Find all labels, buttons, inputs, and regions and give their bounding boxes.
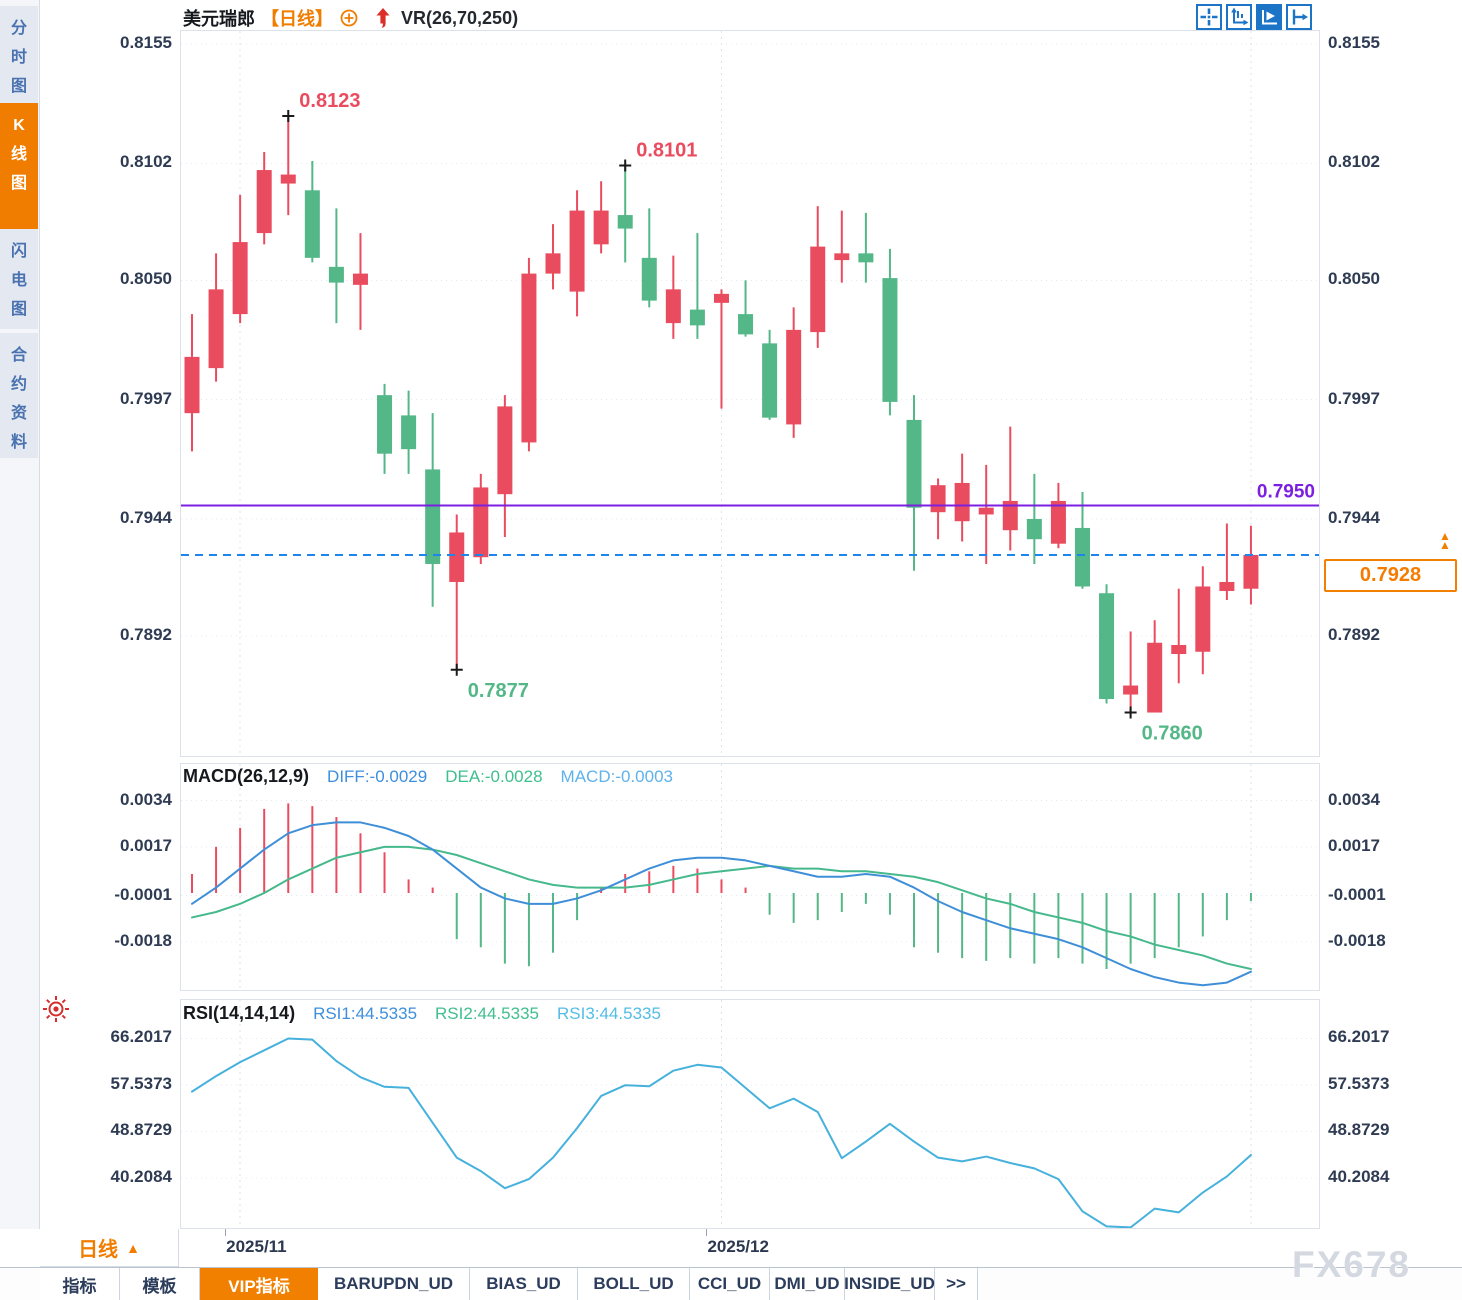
price-up-arrows-icon: ▲ ▲ bbox=[1439, 529, 1451, 552]
y-axis-tick: 48.8729 bbox=[1328, 1120, 1390, 1140]
pan-right-icon[interactable] bbox=[1286, 4, 1312, 30]
sidebar-item-1[interactable]: 分时图 bbox=[0, 6, 38, 103]
y-axis-tick: 0.0017 bbox=[120, 835, 172, 855]
high-price-label: 0.8123 bbox=[299, 90, 360, 112]
alert-sun-icon[interactable] bbox=[40, 993, 72, 1030]
y-axis-tick: 0.7944 bbox=[1328, 507, 1380, 527]
rsi-chart-panel[interactable] bbox=[180, 999, 1320, 1229]
high-price-label: 0.8101 bbox=[636, 140, 697, 162]
tab-cci_ud[interactable]: CCI_UD bbox=[690, 1268, 770, 1300]
tab-boll_ud[interactable]: BOLL_UD bbox=[578, 1268, 690, 1300]
rsi3-readout: RSI3:44.5335 bbox=[557, 1004, 661, 1023]
last-price-box: 0.7928 bbox=[1324, 559, 1457, 592]
sidebar-item-3[interactable]: 闪电图 bbox=[0, 229, 38, 329]
rsi2-readout: RSI2:44.5335 bbox=[435, 1004, 539, 1023]
sidebar-item-4[interactable]: 合约资料 bbox=[0, 333, 38, 458]
indicator-label: VR(26,70,250) bbox=[401, 7, 519, 28]
y-axis-tick: 0.0034 bbox=[120, 789, 172, 809]
y-axis-tick: 0.8050 bbox=[120, 269, 172, 289]
chart-toolbar bbox=[1196, 4, 1312, 30]
x-axis-label: 2025/11 bbox=[226, 1237, 287, 1256]
y-axis-tick: 0.8102 bbox=[1328, 152, 1380, 172]
macd-title-row: MACD(26,12,9) DIFF:-0.0029 DEA:-0.0028 M… bbox=[183, 766, 673, 787]
y-axis-tick: -0.0001 bbox=[1328, 884, 1386, 904]
macd-macd-readout: MACD:-0.0003 bbox=[560, 767, 673, 786]
period-arrow-icon: ▲ bbox=[126, 1239, 140, 1256]
y-axis-tick: 0.7944 bbox=[120, 507, 172, 527]
tab-vip指标[interactable]: VIP指标 bbox=[200, 1268, 318, 1300]
svg-text:0.7950: 0.7950 bbox=[1257, 481, 1315, 502]
y-axis-tick: 0.8155 bbox=[120, 33, 172, 52]
symbol-title: 美元瑞郎 bbox=[183, 9, 255, 29]
circle-plus-icon[interactable] bbox=[339, 8, 359, 28]
macd-title: MACD(26,12,9) bbox=[183, 766, 310, 786]
fit-scale-icon[interactable] bbox=[1226, 4, 1252, 30]
macd-dea-readout: DEA:-0.0028 bbox=[445, 767, 543, 786]
crosshair-icon[interactable] bbox=[1196, 4, 1222, 30]
chart-header: 美元瑞郎 【日线】 VR(26,70,250) bbox=[183, 4, 518, 32]
y-axis-tick: 0.7997 bbox=[120, 388, 172, 408]
y-axis-tick: 48.8729 bbox=[110, 1120, 172, 1140]
period-tag: 【日线】 bbox=[261, 9, 333, 29]
y-axis-tick: 40.2084 bbox=[110, 1167, 172, 1186]
x-axis-tick bbox=[706, 1229, 708, 1236]
y-axis-tick: -0.0018 bbox=[1328, 930, 1386, 950]
y-axis-tick: 66.2017 bbox=[1328, 1027, 1390, 1047]
y-axis-tick: 0.8102 bbox=[120, 152, 172, 172]
y-axis-tick: 57.5373 bbox=[1328, 1073, 1390, 1093]
rsi1-readout: RSI1:44.5335 bbox=[313, 1004, 418, 1023]
watermark: FX678 bbox=[1292, 1244, 1412, 1285]
low-price-label: 0.7860 bbox=[1142, 723, 1203, 745]
indicator-tabbar: 指标 模板 VIP指标 BARUPDN_UD BIAS_UD BOLL_UD CCI_UD D… bbox=[0, 1267, 1462, 1300]
y-axis-tick: 0.8155 bbox=[1328, 33, 1380, 52]
rsi-canvas[interactable] bbox=[181, 1000, 1319, 1228]
tab-inside_ud[interactable]: INSIDE_UD bbox=[844, 1268, 935, 1300]
low-price-label: 0.7877 bbox=[468, 680, 529, 702]
period-selector-button[interactable]: 日线 ▲ bbox=[40, 1229, 179, 1267]
y-axis-tick: 0.7892 bbox=[1328, 624, 1380, 644]
y-axis-tick: 57.5373 bbox=[110, 1073, 172, 1093]
tab-模板[interactable]: 模板 bbox=[120, 1268, 200, 1300]
y-axis-tick: 0.0034 bbox=[1328, 789, 1380, 809]
tab->>[interactable]: >> bbox=[935, 1268, 978, 1300]
tab-指标[interactable]: 指标 bbox=[40, 1268, 120, 1300]
y-axis-tick: 66.2017 bbox=[110, 1027, 172, 1047]
x-axis-label: 2025/12 bbox=[707, 1237, 769, 1256]
y-axis-tick: 0.8050 bbox=[1328, 269, 1380, 289]
time-axis: 日线 ▲ 2025/11 2025/12 bbox=[0, 1229, 1462, 1267]
y-axis-tick: 0.7997 bbox=[1328, 388, 1380, 408]
macd-chart-panel[interactable] bbox=[180, 763, 1320, 991]
rsi-title: RSI(14,14,14) bbox=[183, 1003, 296, 1023]
macd-canvas[interactable] bbox=[181, 764, 1319, 990]
y-axis-tick: 0.0017 bbox=[1328, 835, 1380, 855]
macd-diff-readout: DIFF:-0.0029 bbox=[327, 767, 428, 786]
last-price-value: 0.7928 bbox=[1359, 564, 1422, 586]
price-chart-panel[interactable]: 0.7950 0.8123 0.8101 0.7877 0.7860 bbox=[180, 30, 1320, 757]
tab-bias_ud[interactable]: BIAS_UD bbox=[470, 1268, 578, 1300]
tab-barupdn_ud[interactable]: BARUPDN_UD bbox=[318, 1268, 470, 1300]
y-axis-tick: 0.7892 bbox=[120, 624, 172, 644]
rsi-title-row: RSI(14,14,14) RSI1:44.5335 RSI2:44.5335 … bbox=[183, 1003, 661, 1024]
tab-dmi_ud[interactable]: DMI_UD bbox=[770, 1268, 845, 1300]
red-up-arrow-icon bbox=[375, 7, 391, 29]
x-axis-tick bbox=[225, 1229, 227, 1236]
y-axis-tick: -0.0018 bbox=[114, 930, 172, 950]
period-label: 日线 bbox=[78, 1239, 119, 1261]
y-axis-tick: -0.0001 bbox=[114, 884, 172, 904]
y-axis-tick: 40.2084 bbox=[1328, 1167, 1390, 1186]
auto-scale-icon[interactable] bbox=[1256, 4, 1282, 30]
candlestick-canvas[interactable]: 0.7950 0.8123 0.8101 0.7877 0.7860 bbox=[181, 31, 1319, 756]
